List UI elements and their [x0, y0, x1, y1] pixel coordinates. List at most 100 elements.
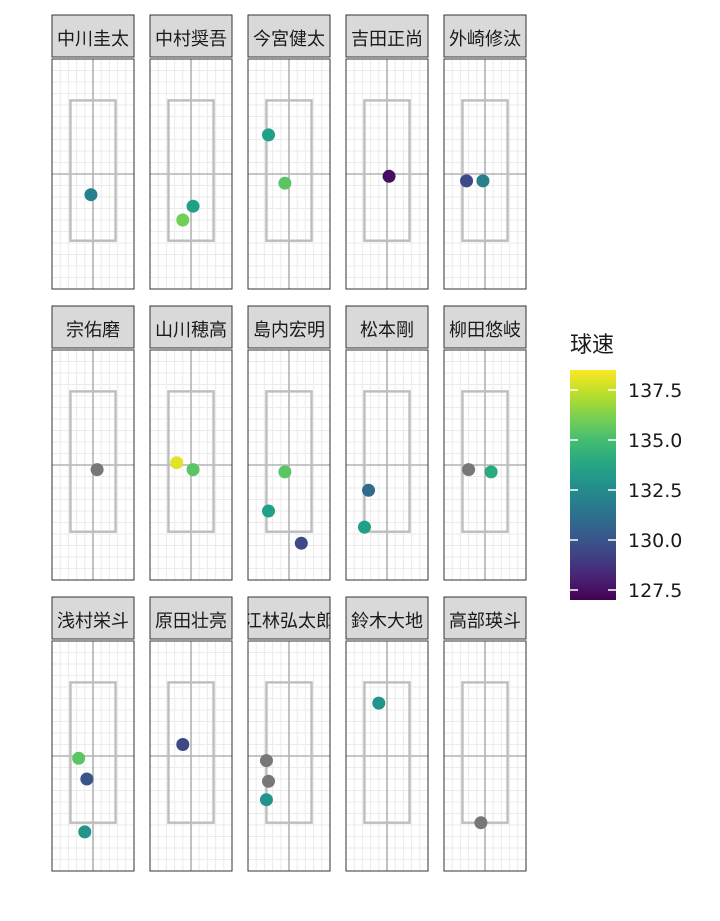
facet-strip-label: 鈴木大地 [351, 611, 423, 632]
pitch-point [259, 754, 273, 768]
panel-border [345, 58, 429, 290]
legend-tick-label: 127.5 [628, 580, 682, 602]
strike-zone [363, 681, 411, 824]
panel-border [345, 349, 429, 581]
facet-panel: 中川圭太 [51, 14, 135, 290]
pitch-point [460, 174, 474, 188]
pitch-point [484, 465, 498, 479]
pitch-point [462, 463, 476, 477]
strike-zone [167, 390, 215, 533]
color-legend: 球速 127.5 130.0 132.5 135.0 137.5 [570, 333, 682, 602]
panel-grid [248, 350, 330, 580]
facet-strip-label: 江林弘太郎 [244, 611, 334, 632]
pitch-point [278, 176, 292, 190]
strike-zone [265, 390, 313, 533]
facet-strip-label: 原田壮亮 [155, 611, 227, 632]
pitch-point [84, 188, 98, 202]
panel-grid [150, 59, 232, 289]
strike-zone [69, 681, 117, 824]
panel-grid [444, 641, 526, 871]
pitch-point [72, 751, 86, 765]
pitch-point [186, 463, 200, 477]
pitch-point [357, 520, 371, 534]
facet-panel: 外崎修汰 [443, 14, 527, 290]
facet-strip-label: 中村奨吾 [155, 29, 227, 50]
facet-strip [345, 14, 429, 58]
panel-border [443, 640, 527, 872]
facet-strip [149, 596, 233, 640]
pitch-point [372, 696, 386, 710]
panel-grid [248, 59, 330, 289]
legend-ticks: 127.5 130.0 132.5 135.0 137.5 [570, 380, 682, 602]
panel-grid [444, 350, 526, 580]
panel-grid [346, 59, 428, 289]
facet-panel: 高部瑛斗 [443, 596, 527, 872]
strike-zone [167, 681, 215, 824]
facet-panel: 江林弘太郎 [244, 596, 334, 872]
facet-strip-label: 山川穂高 [155, 320, 227, 341]
facet-strip [247, 305, 331, 349]
facet-panel: 島内宏明 [247, 305, 331, 581]
facet-panel: 中村奨吾 [149, 14, 233, 290]
pitch-point [170, 456, 184, 470]
pitch-point [176, 738, 190, 751]
facet-strip [149, 14, 233, 58]
facet-panel: 原田壮亮 [149, 596, 233, 872]
facet-strip [149, 305, 233, 349]
legend-colorbar [570, 370, 616, 600]
facet-strip-label: 柳田悠岐 [449, 320, 521, 341]
pitch-point [259, 793, 273, 807]
facet-strip [247, 596, 331, 640]
strike-zone [363, 390, 411, 533]
facet-panel: 松本剛 [345, 305, 429, 581]
panel-grid [346, 641, 428, 871]
pitch-point [474, 816, 488, 830]
panel-border [247, 640, 331, 872]
facet-panel: 鈴木大地 [345, 596, 429, 872]
panel-border [443, 58, 527, 290]
pitch-point [294, 536, 308, 550]
facet-strip-label: 吉田正尚 [351, 29, 423, 50]
pitch-point [278, 465, 292, 479]
panel-border [51, 58, 135, 290]
facet-strip-label: 今宮健太 [253, 29, 325, 50]
panel-border [149, 640, 233, 872]
strike-zone [167, 99, 215, 242]
strike-zone [265, 681, 313, 824]
facet-panel: 宗佑磨 [51, 305, 135, 581]
facet-strip [51, 14, 135, 58]
pitch-point [262, 128, 275, 142]
panel-border [149, 349, 233, 581]
panel-grid [444, 59, 526, 289]
facet-panel: 今宮健太 [247, 14, 331, 290]
legend-tick-label: 132.5 [628, 480, 682, 502]
facet-panel: 吉田正尚 [345, 14, 429, 290]
panel-grid [150, 641, 232, 871]
facet-strip [443, 596, 527, 640]
facet-strip [345, 305, 429, 349]
strike-zone [69, 99, 117, 242]
strike-zone [461, 390, 509, 533]
strike-zone [461, 99, 509, 242]
panel-border [149, 58, 233, 290]
facet-strip-label: 高部瑛斗 [449, 611, 521, 632]
pitch-point [262, 504, 275, 518]
panel-border [51, 640, 135, 872]
strike-zone [363, 99, 411, 242]
pitch-point [476, 174, 490, 188]
panel-border [345, 640, 429, 872]
legend-tick-label: 130.0 [628, 530, 682, 552]
legend-tick-label: 137.5 [628, 380, 682, 402]
pitch-point [262, 774, 275, 788]
panel-grid [52, 641, 134, 871]
facet-strip-label: 島内宏明 [253, 320, 325, 341]
facet-panel: 山川穂高 [149, 305, 233, 581]
panel-border [247, 58, 331, 290]
panel-grid [346, 350, 428, 580]
facet-strip [51, 305, 135, 349]
facet-strip-label: 宗佑磨 [66, 320, 120, 341]
strike-zone [265, 99, 313, 242]
facet-strip [247, 14, 331, 58]
strike-zone [69, 390, 117, 533]
